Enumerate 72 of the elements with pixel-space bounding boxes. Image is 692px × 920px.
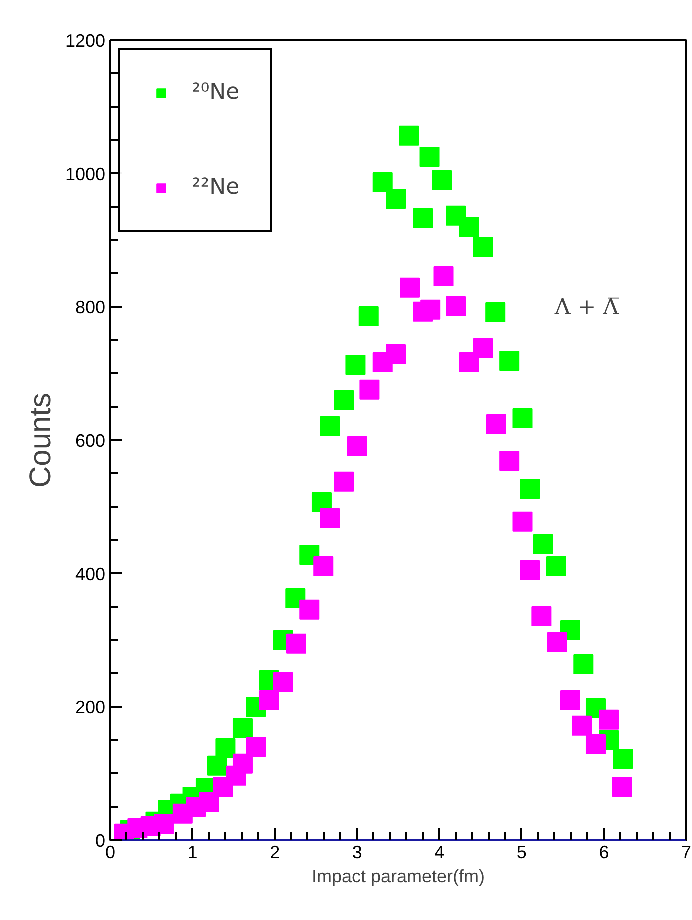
point — [532, 606, 552, 626]
point — [599, 710, 620, 730]
point — [413, 208, 434, 228]
point — [420, 147, 440, 168]
y-tick-label: 1200 — [65, 31, 106, 51]
point — [612, 777, 632, 798]
point — [334, 472, 354, 492]
point — [346, 355, 366, 376]
x-tick-label: 7 — [681, 842, 692, 862]
point — [286, 634, 306, 654]
point — [232, 718, 253, 738]
point — [486, 414, 506, 434]
x-tick-label: 6 — [599, 842, 610, 862]
point — [320, 508, 340, 528]
point — [386, 189, 406, 210]
point — [399, 126, 420, 146]
point — [207, 756, 228, 776]
point — [520, 560, 540, 580]
point — [216, 738, 236, 758]
point — [486, 302, 506, 322]
legend-label: ²²Ne — [192, 175, 240, 200]
point — [259, 690, 280, 710]
point — [613, 749, 634, 770]
point — [459, 217, 480, 238]
point — [520, 479, 540, 500]
point — [446, 296, 466, 316]
point — [372, 172, 393, 192]
point — [314, 556, 334, 576]
point — [432, 170, 452, 190]
point — [434, 266, 454, 286]
annotation: Λ + Λ̅ — [554, 296, 620, 320]
point — [500, 351, 520, 372]
y-axis-title: Counts — [24, 392, 58, 488]
point — [154, 814, 174, 834]
point — [199, 792, 220, 812]
point — [386, 344, 406, 364]
y-tick-label: 400 — [75, 564, 106, 584]
x-tick-label: 5 — [516, 842, 527, 862]
x-tick-label: 1 — [188, 842, 198, 862]
point — [473, 338, 494, 358]
y-tick-label: 1000 — [65, 164, 106, 184]
y-tick-label: 600 — [75, 431, 106, 451]
point — [574, 654, 594, 674]
point — [360, 380, 380, 400]
x-tick-label: 3 — [352, 842, 362, 862]
point — [572, 716, 592, 736]
point — [512, 512, 533, 532]
point — [560, 690, 580, 710]
point — [246, 737, 266, 758]
point — [232, 754, 253, 774]
legend-label: ²⁰Ne — [192, 80, 240, 105]
point — [459, 352, 480, 372]
point — [500, 451, 520, 472]
point — [546, 556, 566, 576]
point — [358, 306, 379, 326]
point — [273, 672, 294, 692]
point — [320, 416, 340, 436]
x-tick-label: 2 — [270, 842, 280, 862]
point — [533, 534, 554, 554]
y-tick-label: 200 — [75, 698, 106, 718]
point — [473, 237, 494, 258]
point — [347, 436, 368, 456]
point — [334, 390, 354, 410]
y-tick-label: 800 — [75, 298, 106, 318]
point — [400, 278, 420, 298]
point — [300, 600, 320, 620]
point — [586, 734, 606, 754]
point — [420, 300, 441, 320]
x-axis-title: Impact parameter(fm) — [312, 866, 486, 886]
x-tick-label: 4 — [434, 842, 445, 862]
point — [547, 632, 568, 652]
point — [512, 408, 533, 428]
